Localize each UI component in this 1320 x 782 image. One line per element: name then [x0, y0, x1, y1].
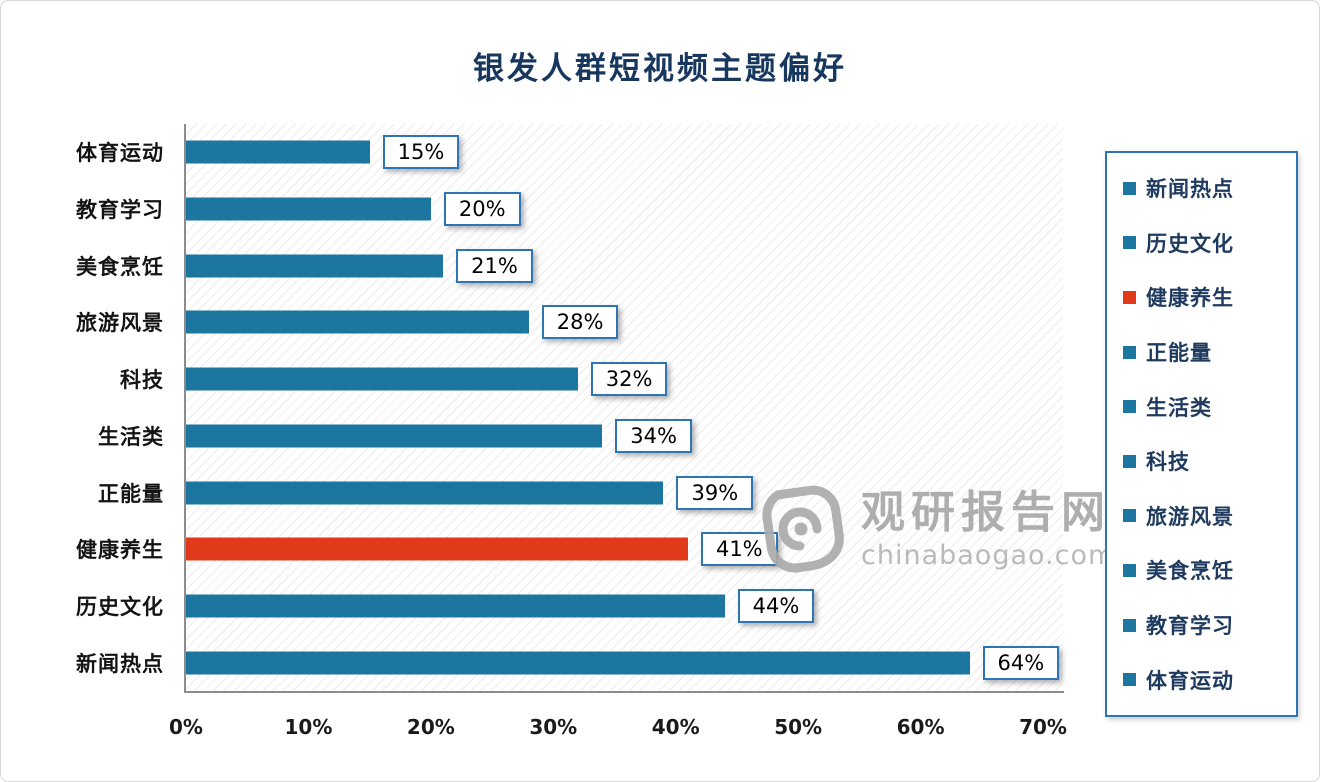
bar-row: 科技 32% — [1, 351, 1319, 408]
category-label: 美食烹饪 — [76, 254, 164, 279]
legend-item: 美食烹饪 — [1123, 555, 1292, 585]
value-label: 34% — [615, 418, 692, 453]
legend-label: 教育学习 — [1146, 614, 1234, 639]
bar — [186, 140, 370, 164]
legend-label: 正能量 — [1146, 341, 1212, 366]
legend-label: 科技 — [1146, 450, 1190, 475]
x-tick-label: 40% — [651, 715, 700, 739]
legend-marker — [1123, 181, 1136, 195]
legend-item: 健康养生 — [1123, 282, 1292, 312]
legend-label: 新闻热点 — [1146, 177, 1234, 202]
bar — [186, 594, 725, 618]
watermark-domain: chinabaogao.com — [861, 540, 1116, 572]
bar — [186, 254, 444, 278]
category-label: 旅游风景 — [76, 311, 164, 336]
legend-label: 体育运动 — [1146, 668, 1234, 693]
legend-marker — [1123, 673, 1136, 687]
category-label: 历史文化 — [76, 594, 164, 619]
category-label: 新闻热点 — [76, 651, 164, 676]
x-axis-line — [184, 691, 1064, 693]
bar-row: 历史文化 44% — [1, 578, 1319, 635]
legend-item: 旅游风景 — [1123, 501, 1292, 531]
bar-row: 生活类 34% — [1, 408, 1319, 465]
bar — [186, 481, 664, 505]
legend-marker — [1123, 290, 1136, 304]
bar — [186, 310, 529, 334]
value-label: 44% — [737, 588, 815, 623]
value-label: 64% — [982, 645, 1060, 680]
bar-row: 新闻热点 64% — [1, 634, 1319, 691]
bar — [186, 424, 603, 448]
watermark-text: 观研报告网 chinabaogao.com — [861, 486, 1116, 572]
category-label: 正能量 — [98, 481, 164, 506]
legend: 新闻热点历史文化健康养生正能量生活类科技旅游风景美食烹饪教育学习体育运动 — [1105, 151, 1298, 717]
legend-label: 健康养生 — [1146, 286, 1234, 311]
value-label: 28% — [541, 305, 619, 340]
chart-title: 银发人群短视频主题偏好 — [473, 51, 847, 87]
watermark-logo-icon — [757, 481, 845, 579]
value-label: 32% — [590, 362, 668, 397]
watermark-name: 观研报告网 — [861, 486, 1111, 538]
legend-marker — [1123, 563, 1136, 577]
legend-item: 正能量 — [1123, 337, 1292, 367]
x-tick-label: 20% — [406, 715, 455, 739]
legend-marker — [1123, 454, 1136, 468]
value-label: 39% — [676, 475, 754, 510]
legend-label: 历史文化 — [1146, 231, 1234, 256]
legend-marker — [1123, 345, 1136, 359]
bar-row: 美食烹饪 21% — [1, 237, 1319, 294]
legend-marker — [1123, 236, 1136, 250]
legend-item: 科技 — [1123, 446, 1292, 476]
value-label: 41% — [700, 532, 778, 567]
x-tick-label: 60% — [896, 715, 945, 739]
x-tick-label: 30% — [529, 715, 578, 739]
x-tick-label: 0% — [169, 715, 203, 739]
value-label: 15% — [382, 135, 460, 170]
y-axis-line — [184, 124, 186, 693]
category-label: 健康养生 — [76, 538, 164, 563]
legend-marker — [1123, 509, 1136, 523]
x-tick-label: 10% — [284, 715, 333, 739]
category-label: 体育运动 — [76, 141, 164, 166]
bar-row: 旅游风景 28% — [1, 294, 1319, 351]
legend-item: 体育运动 — [1123, 665, 1292, 695]
bar-highlight — [186, 537, 688, 561]
x-tick-label: 50% — [774, 715, 823, 739]
category-label: 教育学习 — [76, 198, 164, 223]
x-tick-label: 70% — [1019, 715, 1067, 739]
legend-item: 新闻热点 — [1123, 173, 1292, 203]
legend-item: 历史文化 — [1123, 228, 1292, 258]
bar-row: 体育运动 15% — [1, 124, 1319, 181]
watermark: 观研报告网 chinabaogao.com — [757, 481, 1115, 579]
bar — [186, 367, 578, 391]
legend-item: 生活类 — [1123, 392, 1292, 422]
legend-marker — [1123, 618, 1136, 632]
bar-row: 健康养生 41% — [1, 521, 1319, 578]
legend-marker — [1123, 400, 1136, 414]
legend-label: 生活类 — [1146, 395, 1212, 420]
bar — [186, 651, 970, 675]
legend-label: 旅游风景 — [1146, 504, 1234, 529]
category-label: 科技 — [120, 368, 164, 393]
value-label: 21% — [456, 248, 533, 283]
bar-row: 教育学习 20% — [1, 181, 1319, 238]
legend-label: 美食烹饪 — [1146, 559, 1234, 584]
legend-item: 教育学习 — [1123, 610, 1292, 640]
value-label: 20% — [443, 192, 521, 227]
bar-row: 正能量 39% — [1, 464, 1319, 521]
bar — [186, 197, 431, 221]
category-label: 生活类 — [98, 424, 164, 449]
